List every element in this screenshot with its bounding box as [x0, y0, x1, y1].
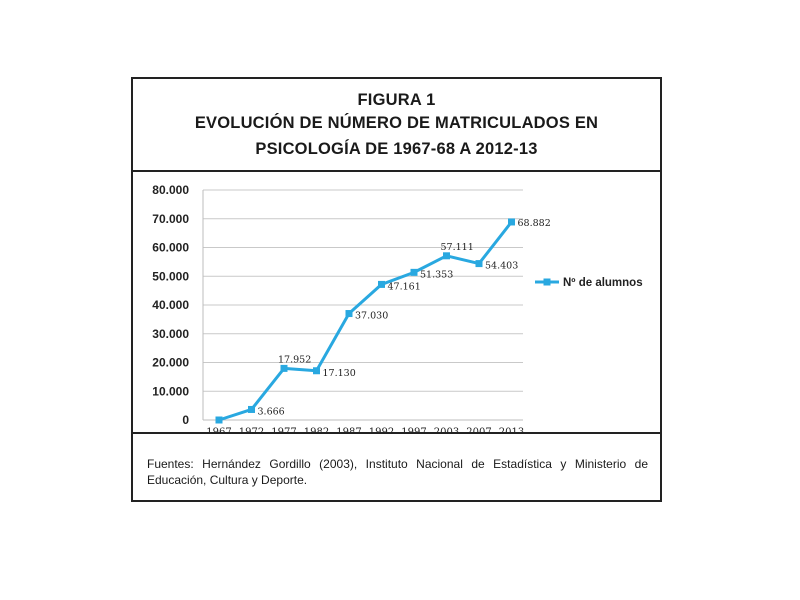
y-tick-label: 10.000: [152, 384, 189, 398]
chart-area: 0 10.000 20.000 30.000 40.000 50.000 60.000 70.…: [133, 172, 660, 434]
figure-number: FIGURA 1: [357, 91, 436, 109]
data-point: [443, 252, 450, 260]
data-label: 54.403: [485, 261, 518, 272]
x-tick-label: 1987: [336, 427, 361, 432]
series-line: [217, 220, 513, 422]
x-tick-label: 2013: [499, 427, 524, 432]
data-point: [378, 280, 385, 288]
legend-label: Nº de alumnos: [563, 277, 643, 289]
y-tick-label: 20.000: [152, 356, 189, 370]
line-chart: 0 10.000 20.000 30.000 40.000 50.000 60.000 70.…: [152, 183, 643, 432]
data-label: 3.666: [258, 406, 285, 417]
x-tick-label: 1972: [239, 427, 264, 432]
data-label: 17.130: [323, 368, 356, 379]
data-point: [508, 218, 515, 226]
y-tick-label: 70.000: [152, 212, 189, 226]
data-point: [215, 416, 223, 424]
data-point: [248, 405, 255, 413]
figure-title-line-1: EVOLUCIÓN DE NÚMERO DE MATRICULADOS EN: [194, 114, 599, 132]
y-tick-label: 80.000: [152, 183, 189, 197]
data-point: [345, 310, 353, 318]
legend-marker: [543, 278, 551, 286]
y-tick-label: 0: [182, 413, 189, 427]
data-label: 57.111: [441, 242, 474, 253]
data-label: 47.161: [388, 281, 421, 292]
y-tick-label: 60.000: [152, 241, 189, 255]
figure-title-area: FIGURA 1 EVOLUCIÓN DE NÚMERO DE MATRICUL…: [133, 79, 660, 172]
data-label: 51.353: [420, 269, 453, 280]
y-tick-label: 30.000: [152, 327, 189, 341]
data-point: [410, 268, 418, 276]
data-label: 68.882: [518, 218, 551, 229]
data-point: [475, 260, 483, 268]
data-label: 37.030: [355, 311, 388, 322]
y-tick-label: 40.000: [152, 298, 189, 312]
figure-title-line-2: PSICOLOGÍA DE 1967-68 A 2012-13: [255, 140, 538, 158]
x-tick-label: 2007: [466, 427, 491, 432]
data-point: [280, 364, 288, 372]
x-tick-label: 1982: [304, 427, 329, 432]
x-tick-label: 1977: [271, 427, 296, 432]
x-tick-label: 2003: [434, 427, 459, 432]
x-tick-label: 1992: [369, 427, 394, 432]
x-tick-label: 1997: [401, 427, 426, 432]
x-tick-label: 1967: [206, 427, 231, 432]
source-line-1: Fuentes: Hernández Gordillo (2003), Inst…: [147, 457, 648, 471]
figure-box: FIGURA 1 EVOLUCIÓN DE NÚMERO DE MATRICUL…: [131, 77, 662, 502]
figure-source: Fuentes: Hernández Gordillo (2003), Inst…: [147, 456, 648, 488]
data-point: [313, 367, 320, 375]
data-label: 17.952: [278, 354, 311, 365]
y-tick-label: 50.000: [152, 269, 189, 283]
source-line-2: Educación, Cultura y Deporte.: [147, 473, 308, 487]
